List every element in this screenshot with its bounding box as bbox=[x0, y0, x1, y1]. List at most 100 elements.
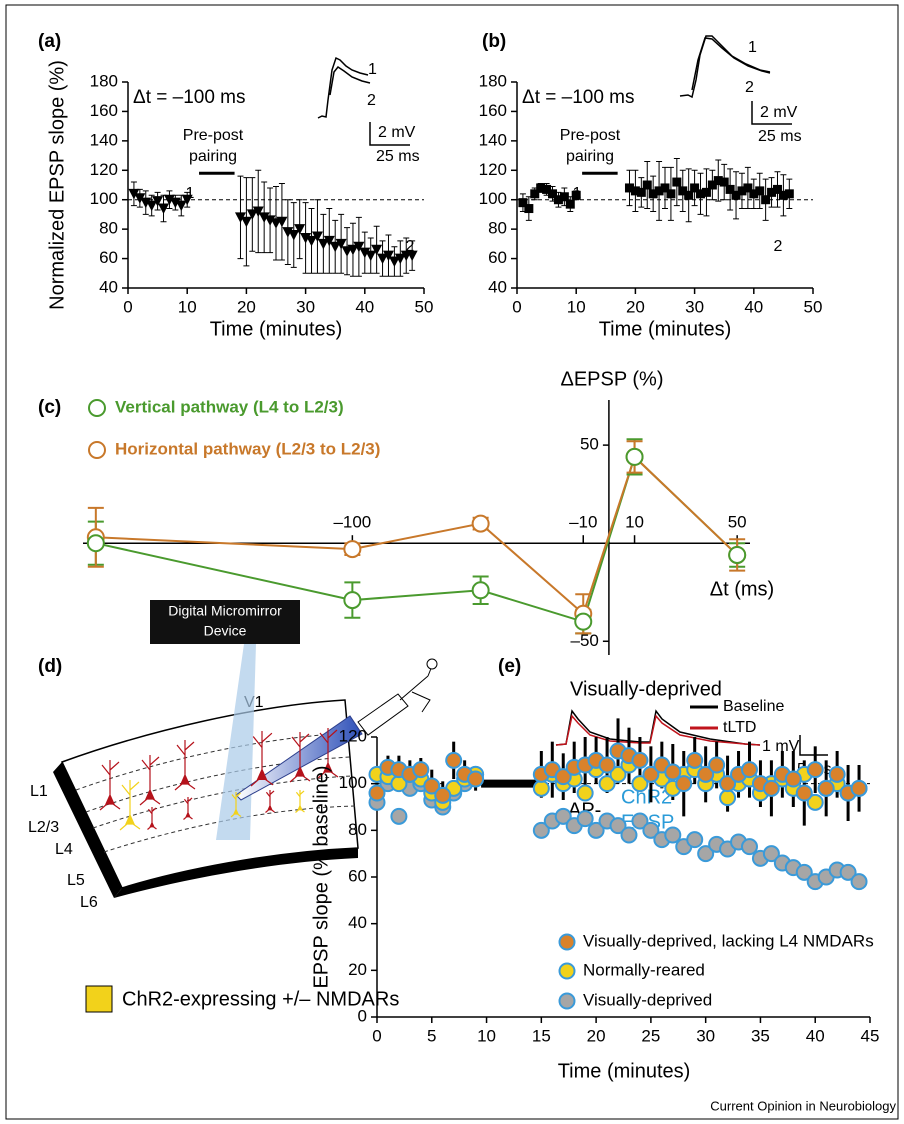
data-point bbox=[554, 807, 572, 825]
x-tick-label: 30 bbox=[696, 1026, 715, 1045]
data-point bbox=[359, 247, 371, 259]
y-tick-label: 100 bbox=[90, 189, 118, 208]
annotation: 2 bbox=[406, 238, 415, 255]
x-axis-label: Δt (ms) bbox=[710, 578, 774, 600]
data-point bbox=[288, 230, 300, 241]
data-point bbox=[471, 581, 490, 600]
legend-label: Horizontal pathway (L2/3 to L2/3) bbox=[115, 439, 380, 458]
data-point bbox=[755, 186, 765, 196]
data-point bbox=[762, 779, 780, 797]
device-label: Digital Micromirror bbox=[168, 603, 282, 619]
neuron bbox=[317, 728, 339, 779]
x-tick-label: 20 bbox=[237, 297, 256, 316]
data-point bbox=[365, 250, 377, 262]
data-point bbox=[554, 768, 572, 786]
data-point bbox=[740, 761, 758, 779]
data-point bbox=[642, 180, 652, 190]
data-point bbox=[158, 203, 170, 215]
panel-label: (d) bbox=[38, 656, 62, 677]
data-point bbox=[86, 534, 105, 553]
inset-trace bbox=[691, 37, 771, 91]
data-point bbox=[329, 241, 341, 253]
annotation: pairing bbox=[189, 148, 237, 165]
data-point bbox=[625, 447, 644, 466]
x-tick-label: 20 bbox=[587, 1026, 606, 1045]
y-tick-label: 140 bbox=[90, 130, 118, 149]
data-point bbox=[678, 186, 688, 196]
data-point bbox=[152, 196, 164, 207]
data-point bbox=[784, 770, 802, 788]
data-point bbox=[817, 779, 835, 797]
data-point bbox=[294, 224, 306, 235]
legend-marker bbox=[558, 992, 576, 1010]
data-point bbox=[850, 873, 868, 891]
data-point bbox=[696, 189, 706, 199]
layer-label: L5 bbox=[67, 872, 85, 889]
y-tick-label: 180 bbox=[90, 71, 118, 90]
annotation: Pre-post bbox=[560, 127, 621, 144]
panel-label: (e) bbox=[498, 656, 521, 677]
data-point bbox=[282, 227, 294, 238]
neuron bbox=[139, 755, 161, 806]
neuron bbox=[174, 740, 196, 791]
x-tick-label: 10 bbox=[477, 1026, 496, 1045]
data-point bbox=[740, 838, 758, 856]
x-tick-label: 50 bbox=[804, 297, 823, 316]
data-point bbox=[609, 817, 627, 835]
data-point bbox=[246, 209, 258, 220]
inset-label: 2 bbox=[367, 92, 376, 109]
inset-trace bbox=[555, 709, 761, 746]
x-tick-label: 30 bbox=[296, 297, 315, 316]
data-point bbox=[642, 765, 660, 783]
annotation: Pre-post bbox=[183, 127, 244, 144]
data-point bbox=[728, 545, 747, 564]
y-tick-label: 50 bbox=[580, 435, 599, 454]
neuron bbox=[119, 780, 141, 831]
x-tick-label: 0 bbox=[512, 297, 521, 316]
data-point bbox=[631, 751, 649, 769]
data-point bbox=[532, 779, 550, 797]
data-point bbox=[772, 184, 782, 194]
y-tick-label: 80 bbox=[348, 820, 367, 839]
data-point bbox=[530, 189, 540, 199]
data-point bbox=[686, 831, 704, 849]
neuron bbox=[183, 797, 193, 820]
data-point bbox=[406, 250, 418, 262]
x-tick-label: 20 bbox=[626, 297, 645, 316]
electrode-terminal bbox=[426, 658, 438, 670]
neuron bbox=[230, 792, 242, 818]
neuron bbox=[265, 790, 275, 813]
data-point bbox=[300, 232, 312, 244]
data-point bbox=[806, 793, 824, 811]
layer-label: L4 bbox=[55, 841, 73, 858]
y-tick-label: 40 bbox=[488, 277, 507, 296]
x-axis-label: Time (minutes) bbox=[210, 318, 343, 340]
data-point bbox=[708, 756, 726, 774]
device-box bbox=[150, 600, 300, 644]
data-point bbox=[636, 187, 646, 197]
data-point bbox=[624, 183, 634, 193]
annotation: Δt = –100 ms bbox=[522, 87, 635, 108]
y-tick-label: 100 bbox=[479, 189, 507, 208]
legend-swatch bbox=[85, 985, 113, 1013]
panel-label: (c) bbox=[38, 397, 61, 418]
inset-label: 1 bbox=[368, 61, 377, 78]
data-point bbox=[518, 198, 528, 208]
inset-trace bbox=[679, 35, 771, 99]
x-axis-label: Time (minutes) bbox=[599, 318, 732, 340]
data-point bbox=[542, 184, 552, 194]
layer-label: L2/3 bbox=[28, 819, 59, 836]
x-tick-label: 0 bbox=[123, 297, 132, 316]
x-tick-label: 10 bbox=[178, 297, 197, 316]
data-point bbox=[743, 183, 753, 193]
legend-label: Visually-deprived, lacking L4 NMDARs bbox=[583, 931, 874, 950]
x-tick-label: 5 bbox=[427, 1026, 436, 1045]
data-point bbox=[642, 821, 660, 839]
data-point bbox=[394, 253, 406, 265]
data-point bbox=[725, 184, 735, 194]
y-tick-label: 100 bbox=[339, 773, 367, 792]
data-point bbox=[553, 195, 563, 205]
electrode bbox=[357, 693, 409, 736]
data-point bbox=[445, 751, 463, 769]
data-point bbox=[631, 775, 649, 793]
